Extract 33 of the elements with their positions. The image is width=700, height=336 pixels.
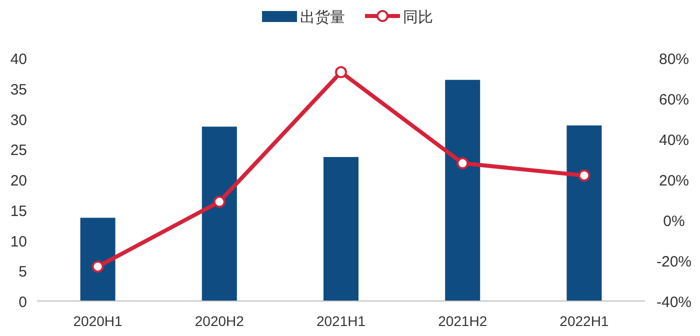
legend-label: 出货量 <box>300 9 345 26</box>
x-tick-label: 2020H1 <box>73 313 123 329</box>
y-tick-label: 5 <box>18 264 27 281</box>
y2-tick-label: 60% <box>658 92 690 108</box>
y-tick-label: 10 <box>10 233 27 250</box>
x-tick-label: 2021H2 <box>438 313 488 329</box>
point <box>213 196 226 208</box>
legend-label: 同比 <box>403 9 433 26</box>
y2-tick-label: 80% <box>658 51 690 68</box>
bar <box>566 125 602 301</box>
y-tick-label: 35 <box>10 81 27 98</box>
y-tick-label: 40 <box>10 51 27 68</box>
y-tick-label: 30 <box>10 112 27 129</box>
y-tick-label: 20 <box>10 172 27 190</box>
x-tick-label: 2021H1 <box>316 313 366 329</box>
point <box>92 260 104 273</box>
point <box>578 169 590 182</box>
bar <box>202 126 237 301</box>
bar <box>324 157 358 301</box>
y-tick-label: 15 <box>10 202 27 220</box>
y2-tick-label: 40% <box>658 132 690 149</box>
y2-tick-label: 20% <box>658 172 690 190</box>
y-tick-label: 0 <box>18 294 27 311</box>
point <box>456 157 469 170</box>
bar <box>80 218 116 301</box>
x-tick-label: 2020H2 <box>194 313 244 329</box>
bar <box>445 80 480 301</box>
y2-tick-label: -40% <box>656 294 692 311</box>
x-tick-label: 2022H1 <box>560 313 609 329</box>
point <box>335 66 347 78</box>
y-tick-label: 25 <box>10 142 27 160</box>
y2-tick-label: -20% <box>656 254 692 270</box>
y2-tick-label: 0% <box>663 213 685 230</box>
